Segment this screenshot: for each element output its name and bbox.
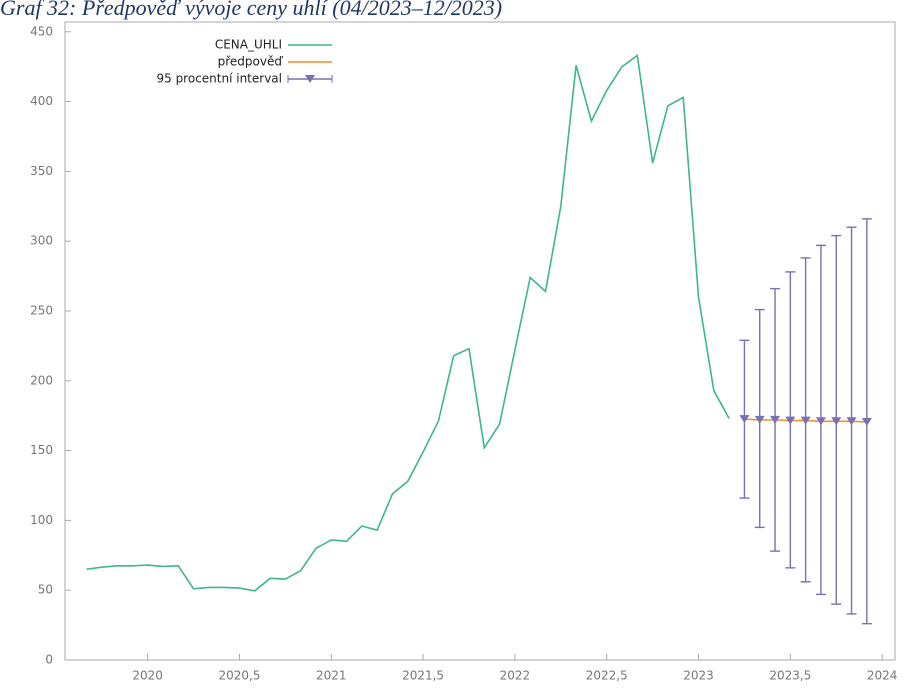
x-tick-label: 2024 bbox=[867, 669, 898, 683]
x-tick-label: 2023,5 bbox=[769, 669, 811, 683]
x-tick-label: 2020,5 bbox=[218, 669, 260, 683]
forecast-marker bbox=[831, 417, 842, 426]
forecast-marker bbox=[739, 415, 750, 424]
legend-marker bbox=[305, 75, 315, 83]
y-tick-label: 450 bbox=[30, 24, 53, 38]
x-tick-label: 2022,5 bbox=[586, 669, 628, 683]
y-tick-label: 50 bbox=[38, 583, 53, 597]
y-tick-label: 150 bbox=[30, 443, 53, 457]
forecast-marker bbox=[815, 417, 826, 426]
x-tick-label: 2021,5 bbox=[402, 669, 444, 683]
x-tick-label: 2022 bbox=[500, 669, 531, 683]
forecast-marker bbox=[800, 416, 811, 425]
y-tick-label: 100 bbox=[30, 513, 53, 527]
y-tick-label: 400 bbox=[30, 94, 53, 108]
legend-label: předpověď bbox=[218, 55, 284, 69]
chart-title: Graf 32: Předpověď vývoje ceny uhlí (04/… bbox=[0, 0, 502, 20]
forecast-marker bbox=[770, 415, 781, 424]
y-tick-label: 300 bbox=[30, 234, 53, 248]
legend-label: CENA_UHLI bbox=[215, 38, 282, 52]
forecast-marker bbox=[846, 417, 857, 426]
x-tick-label: 2023 bbox=[683, 669, 714, 683]
plot-frame bbox=[64, 21, 896, 661]
line-series bbox=[86, 54, 730, 592]
y-tick-label: 250 bbox=[30, 303, 53, 317]
y-tick-label: 0 bbox=[45, 653, 53, 667]
forecast-marker bbox=[861, 417, 872, 426]
y-tick-label: 350 bbox=[30, 164, 53, 178]
x-tick-label: 2021 bbox=[316, 669, 347, 683]
forecast-marker bbox=[754, 415, 765, 424]
y-tick-label: 200 bbox=[30, 373, 53, 387]
legend-label: 95 procentní interval bbox=[156, 72, 282, 86]
x-tick-label: 2020 bbox=[132, 669, 163, 683]
forecast-marker bbox=[785, 416, 796, 425]
